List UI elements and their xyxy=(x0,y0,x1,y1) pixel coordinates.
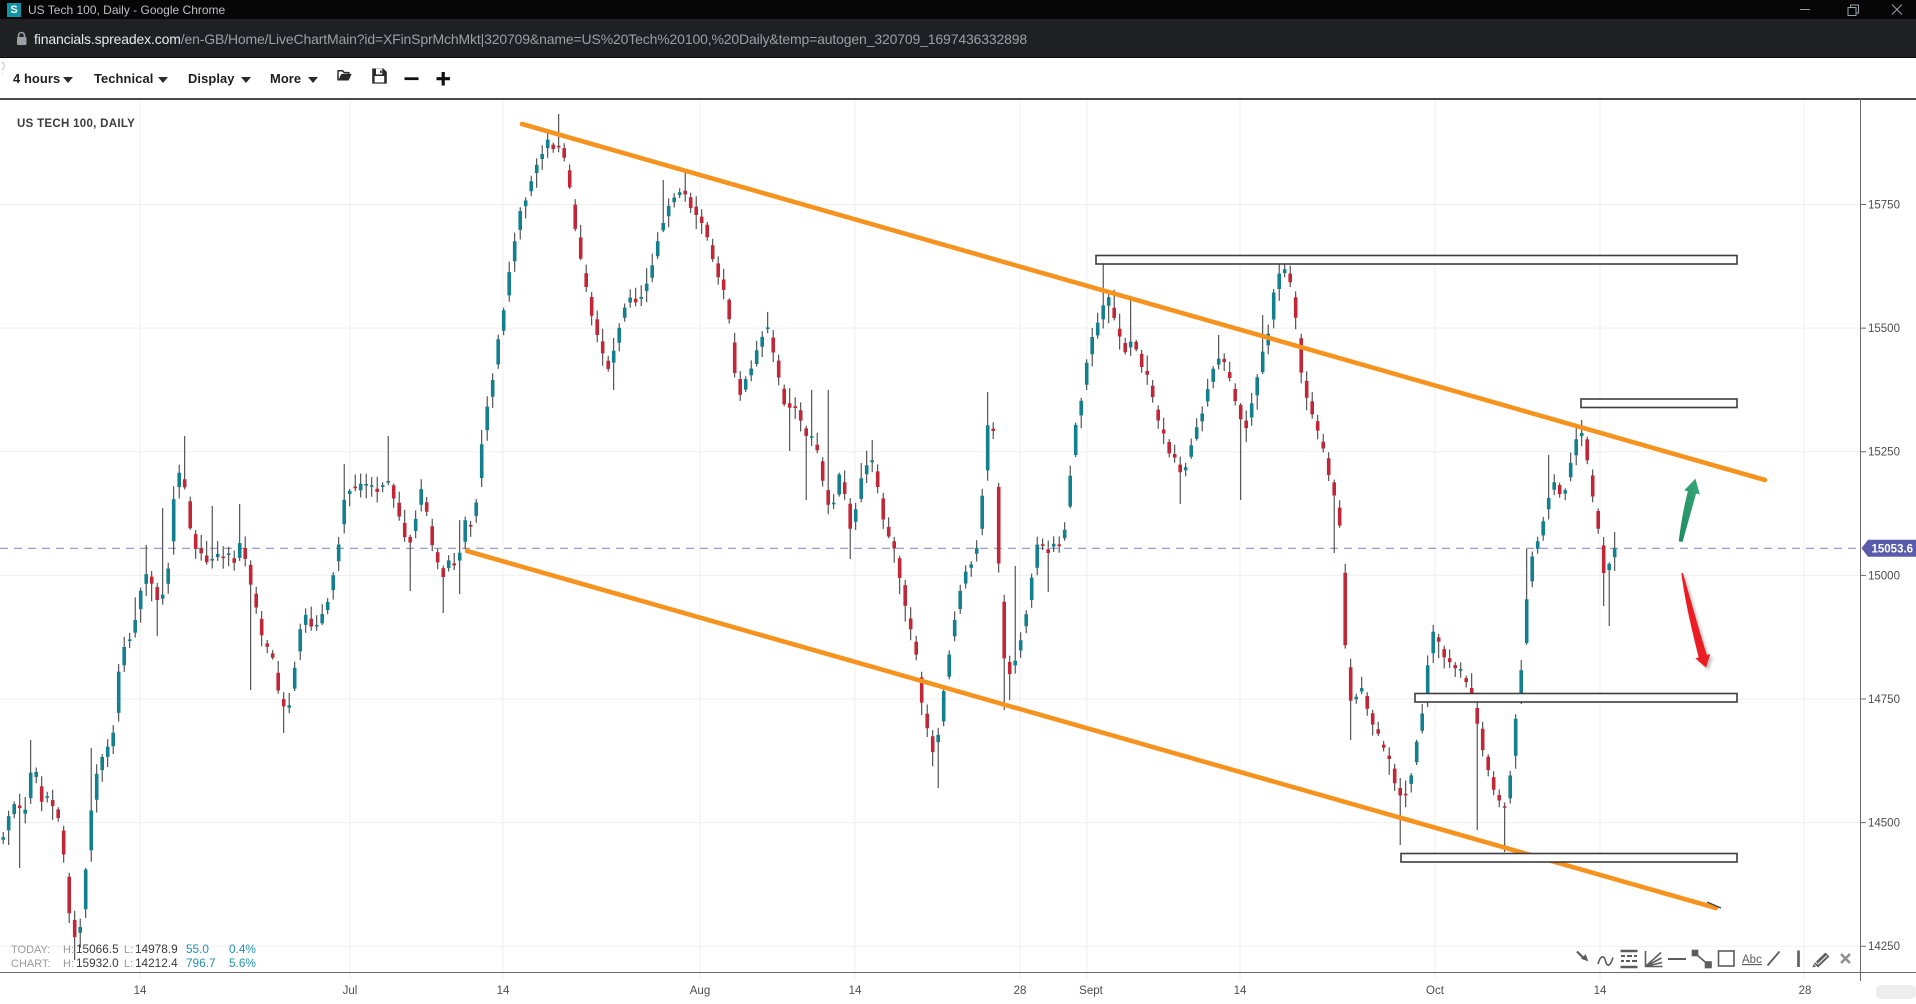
svg-text:5.6%: 5.6% xyxy=(229,956,256,970)
svg-text:14: 14 xyxy=(497,985,510,997)
svg-text:H:: H: xyxy=(63,944,74,956)
svg-text:15250: 15250 xyxy=(1868,447,1900,459)
svg-text:14500: 14500 xyxy=(1868,818,1900,830)
svg-text:Aug: Aug xyxy=(690,985,710,997)
svg-text:L:: L: xyxy=(124,944,133,956)
svg-text:Sept: Sept xyxy=(1079,985,1103,997)
svg-text:Abc: Abc xyxy=(1742,954,1762,966)
svg-text:15750: 15750 xyxy=(1868,200,1900,212)
svg-text:15066.5: 15066.5 xyxy=(76,942,119,956)
svg-text:14250: 14250 xyxy=(1868,941,1900,953)
svg-text:14: 14 xyxy=(849,985,862,997)
svg-text:796.7: 796.7 xyxy=(186,956,216,970)
svg-text:14978.9: 14978.9 xyxy=(135,942,178,956)
svg-text:14: 14 xyxy=(134,985,147,997)
svg-text:H:: H: xyxy=(63,958,74,970)
svg-text:US TECH 100, DAILY: US TECH 100, DAILY xyxy=(17,118,135,130)
svg-text:L:: L: xyxy=(124,958,133,970)
svg-text:0.4%: 0.4% xyxy=(229,942,256,956)
svg-text:15500: 15500 xyxy=(1868,323,1900,335)
svg-text:14: 14 xyxy=(1594,985,1607,997)
svg-text:14750: 14750 xyxy=(1868,694,1900,706)
svg-text:15053.6: 15053.6 xyxy=(1872,544,1914,556)
svg-text:14212.4: 14212.4 xyxy=(135,956,178,970)
svg-text:CHART:: CHART: xyxy=(11,958,51,970)
svg-text:Oct: Oct xyxy=(1426,985,1445,997)
svg-text:14: 14 xyxy=(1234,985,1247,997)
svg-text:28: 28 xyxy=(1014,985,1027,997)
svg-text:15932.0: 15932.0 xyxy=(76,956,119,970)
svg-text:TODAY:: TODAY: xyxy=(11,944,50,956)
svg-text:28: 28 xyxy=(1799,985,1812,997)
svg-text:Jul: Jul xyxy=(343,985,358,997)
svg-text:15000: 15000 xyxy=(1868,570,1900,582)
svg-text:55.0: 55.0 xyxy=(186,942,209,956)
